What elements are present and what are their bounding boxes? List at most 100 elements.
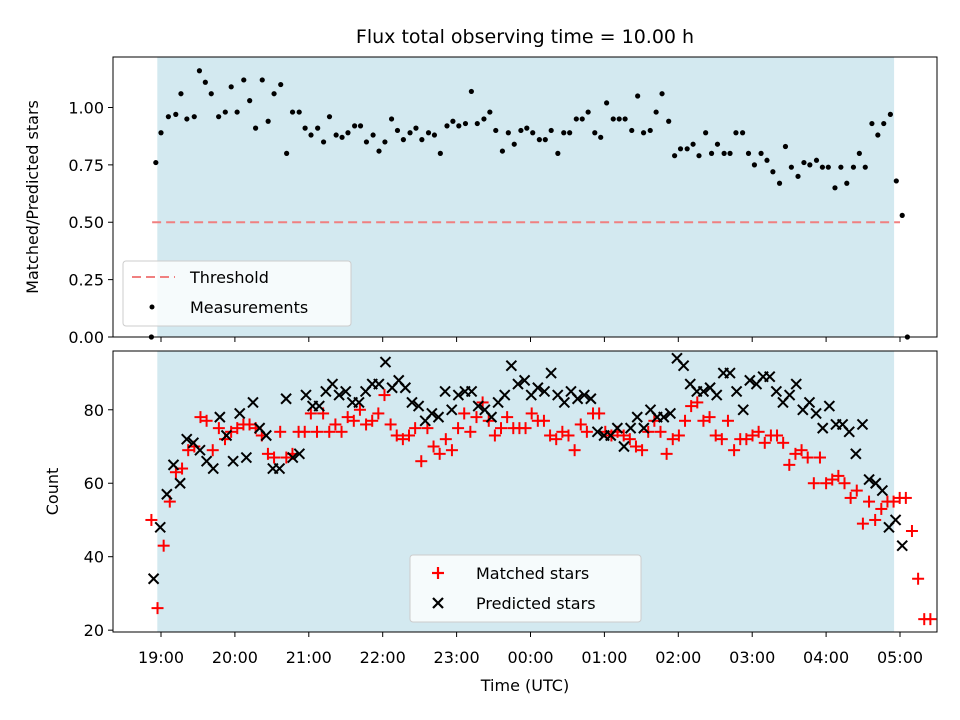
matched-star-point bbox=[280, 451, 293, 464]
predicted-star-point bbox=[658, 411, 670, 423]
matched-star-point bbox=[672, 429, 685, 442]
matched-star-point bbox=[261, 447, 274, 460]
measurement-point bbox=[222, 109, 228, 115]
predicted-star-point bbox=[585, 393, 597, 405]
y-tick-label: 1.00 bbox=[68, 98, 104, 117]
bottom-x-ticks: 19:00 20:00 21:00 22:00 23:00 00:00 01:00 02:00… bbox=[138, 632, 923, 667]
predicted-star-point bbox=[227, 455, 239, 467]
matched-star-point bbox=[899, 491, 912, 504]
bottom-legend: Matched stars Predicted stars bbox=[409, 554, 642, 623]
matched-star-point bbox=[243, 418, 256, 431]
y-tick-label: 0.00 bbox=[68, 328, 104, 347]
predicted-star-point bbox=[247, 396, 259, 409]
measurement-point bbox=[208, 91, 214, 97]
matched-star-point bbox=[396, 433, 409, 446]
y-tick-label: 20 bbox=[84, 621, 104, 640]
measurement-point bbox=[887, 111, 893, 117]
measurement-point bbox=[592, 130, 598, 136]
measurement-point bbox=[684, 146, 690, 152]
measurement-point bbox=[659, 91, 665, 97]
predicted-star-point bbox=[505, 359, 518, 372]
measurement-point bbox=[548, 127, 554, 134]
bottom-legend-box bbox=[409, 554, 642, 623]
top-axes-frame bbox=[112, 56, 938, 338]
predicted-star-point bbox=[161, 488, 173, 500]
measurement-point bbox=[345, 130, 351, 136]
predicted-star-point bbox=[472, 400, 484, 412]
matched-star-point bbox=[807, 477, 820, 490]
predicted-star-point bbox=[532, 382, 544, 394]
measurement-point bbox=[450, 118, 456, 124]
measurement-point bbox=[764, 157, 770, 163]
matched-star-point bbox=[157, 539, 170, 552]
measurement-point bbox=[703, 130, 709, 136]
predicted-star-point bbox=[426, 407, 438, 420]
matched-star-point bbox=[666, 433, 679, 446]
matched-star-point bbox=[813, 451, 826, 464]
matched-star-point bbox=[445, 444, 458, 457]
measurement-point bbox=[271, 91, 277, 97]
predicted-star-point bbox=[790, 378, 802, 390]
matched-star-point bbox=[844, 491, 857, 504]
predicted-star-point bbox=[744, 374, 756, 387]
matched-star-point bbox=[409, 422, 422, 435]
predicted-star-point bbox=[446, 404, 458, 416]
measurement-point bbox=[561, 130, 567, 136]
matched-star-point bbox=[329, 418, 342, 431]
matched-star-point bbox=[488, 429, 501, 442]
measurement-point bbox=[493, 127, 499, 134]
measurement-point bbox=[352, 123, 358, 129]
measurement-point bbox=[875, 132, 881, 138]
matched-star-point bbox=[850, 484, 863, 497]
matched-star-point bbox=[525, 407, 538, 420]
matched-star-point bbox=[801, 451, 814, 464]
predicted-star-point bbox=[545, 367, 557, 379]
measurement-point bbox=[289, 109, 296, 115]
measurement-point bbox=[579, 116, 585, 122]
predicted-star-point bbox=[850, 448, 862, 460]
measurement-point bbox=[604, 100, 610, 106]
bottom-y-ticks: 20 40 60 80 bbox=[84, 401, 113, 640]
measurement-point bbox=[308, 132, 314, 138]
matched-star-point bbox=[378, 389, 391, 402]
measurement-point bbox=[481, 116, 487, 122]
matched-star-point bbox=[470, 411, 483, 424]
matched-star-point bbox=[685, 400, 698, 413]
matched-star-point bbox=[783, 458, 796, 471]
measurement-point bbox=[807, 162, 813, 168]
predicted-star-point bbox=[538, 385, 551, 398]
predicted-star-point bbox=[697, 385, 710, 398]
matched-star-point bbox=[206, 444, 219, 457]
measurement-point bbox=[216, 114, 222, 120]
x-tick-label: 05:00 bbox=[877, 648, 923, 667]
predicted-star-point bbox=[863, 473, 875, 486]
measurement-point bbox=[782, 143, 789, 150]
x-tick-label: 00:00 bbox=[507, 648, 553, 667]
x-tick-label: 01:00 bbox=[581, 648, 627, 667]
predicted-star-point bbox=[333, 389, 345, 401]
predicted-star-point bbox=[260, 429, 272, 442]
measurement-point bbox=[616, 116, 622, 122]
measurement-point bbox=[326, 114, 333, 120]
matched-star-point bbox=[537, 414, 550, 427]
matched-star-point bbox=[593, 407, 606, 420]
measurement-point bbox=[462, 120, 469, 127]
measurement-point bbox=[795, 173, 801, 179]
measurement-point bbox=[487, 109, 493, 115]
measurement-point bbox=[629, 127, 635, 134]
matched-star-point bbox=[752, 425, 765, 438]
predicted-star-point bbox=[711, 389, 723, 401]
predicted-star-point bbox=[326, 378, 339, 390]
predicted-star-point bbox=[677, 359, 690, 372]
matched-star-point bbox=[212, 422, 225, 435]
measurement-point bbox=[511, 141, 517, 147]
measurement-point bbox=[770, 169, 776, 175]
predicted-star-point bbox=[730, 385, 743, 398]
legend-predicted-swatch bbox=[432, 597, 444, 609]
matched-star-point bbox=[758, 436, 771, 449]
y-tick-label: 0.75 bbox=[68, 156, 104, 175]
measurement-point bbox=[677, 146, 684, 152]
predicted-star-point bbox=[724, 367, 736, 379]
measurement-point bbox=[714, 141, 721, 147]
measurement-point bbox=[585, 109, 591, 115]
